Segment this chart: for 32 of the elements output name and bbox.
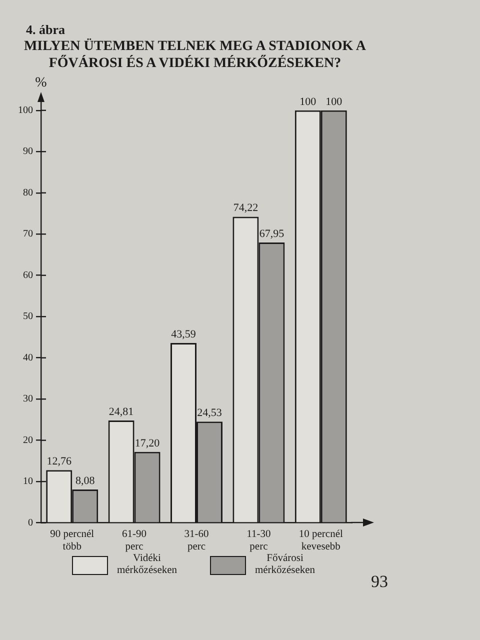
data-label: 24,81 bbox=[108, 406, 134, 418]
y-tick-label: 60 bbox=[23, 270, 33, 281]
legend-label: Vidéki mérkőzéseken bbox=[116, 553, 178, 577]
y-tick-label: 80 bbox=[23, 187, 33, 198]
data-label: 12,76 bbox=[46, 456, 72, 468]
x-tick-label: 61-90 perc bbox=[122, 528, 147, 552]
data-label: 43,59 bbox=[171, 328, 196, 340]
y-tick-label: 10 bbox=[23, 476, 33, 488]
data-label: 100 bbox=[326, 96, 343, 108]
data-label: 17,20 bbox=[134, 437, 160, 450]
x-tick-label: 31-60 perc bbox=[184, 528, 209, 552]
data-label: 24,53 bbox=[197, 407, 222, 420]
chart-title: MILYEN ÜTEMBEN TELNEK MEG A STADIONOK A FŐVÁROSI ÉS A VIDÉKI MÉRKŐZÉSEKEN? bbox=[22, 38, 368, 72]
x-tick-label: 10 percnél kevesebb bbox=[298, 528, 343, 552]
y-tick-label: 90 bbox=[23, 146, 33, 158]
data-label: 67,95 bbox=[259, 228, 285, 240]
data-label: 74,22 bbox=[233, 202, 258, 214]
x-tick-label: 90 percnél több bbox=[50, 528, 94, 552]
y-tick-label: 50 bbox=[23, 311, 33, 322]
y-tick-label: 0 bbox=[28, 517, 33, 528]
data-label: 8,08 bbox=[75, 474, 96, 487]
y-tick-label: 30 bbox=[23, 394, 33, 405]
x-tick-label: 11-30 perc bbox=[246, 528, 271, 552]
y-axis-title: % bbox=[35, 76, 48, 91]
text: 4. ábra bbox=[26, 22, 65, 38]
legend-label: Fővárosi mérkőzéseken bbox=[254, 553, 316, 577]
y-tick-label: 20 bbox=[23, 434, 33, 446]
text: 93 bbox=[371, 572, 388, 592]
y-tick-label: 100 bbox=[18, 105, 33, 116]
y-tick-label: 70 bbox=[23, 228, 33, 240]
y-tick-label: 40 bbox=[23, 352, 33, 364]
data-label: 100 bbox=[300, 96, 317, 108]
